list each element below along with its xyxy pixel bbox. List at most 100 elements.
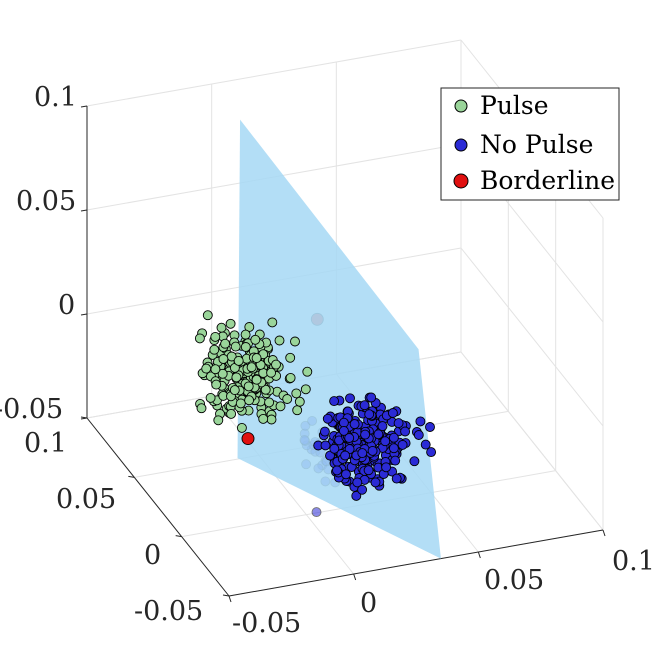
pulse-point <box>196 403 207 414</box>
no-pulse-point <box>415 416 426 427</box>
legend-label-no-pulse: No Pulse <box>480 130 593 159</box>
no-pulse-point <box>344 433 355 443</box>
pulse-point <box>243 381 254 392</box>
no-pulse-point <box>340 450 351 461</box>
no-pulse-point <box>380 436 391 447</box>
pulse-point <box>275 401 286 412</box>
pulse-point <box>282 394 293 404</box>
no-pulse-point <box>311 507 322 518</box>
pulse-point <box>236 422 247 433</box>
legend-label-borderline: Borderline <box>480 166 615 195</box>
no-pulse-point <box>345 393 355 404</box>
pulse-point <box>274 335 285 346</box>
x-axis-line <box>228 529 604 597</box>
y-tick-label: 0 <box>144 540 161 571</box>
pulse-point <box>240 329 251 340</box>
pulse-point <box>209 344 220 355</box>
grid-line <box>86 39 462 107</box>
no-pulse-point <box>390 455 401 466</box>
no-pulse-point <box>388 432 399 443</box>
no-pulse-point <box>341 469 351 480</box>
z-tick-label: 0.1 <box>34 82 77 113</box>
no-pulse-point <box>388 443 399 454</box>
no-pulse-point <box>425 422 435 432</box>
pulse-point <box>285 352 296 363</box>
pulse-point <box>250 334 261 345</box>
no-pulse-point <box>319 426 330 437</box>
x-tick-label: 0.05 <box>484 565 544 596</box>
pulse-point <box>231 372 242 383</box>
pulse-point <box>220 338 231 349</box>
pulse-point <box>246 362 257 373</box>
grid-line <box>460 247 604 427</box>
x-tick-mark <box>228 595 232 603</box>
z-tick-mark <box>80 209 88 212</box>
pulse-point <box>267 317 278 328</box>
no-pulse-point <box>373 429 384 440</box>
pulse-point <box>251 374 262 385</box>
no-pulse-point <box>338 425 349 436</box>
pulse-point <box>225 318 236 329</box>
no-pulse-point <box>320 440 331 451</box>
pulse-point <box>271 359 281 370</box>
no-pulse-point <box>360 429 371 440</box>
no-pulse-point <box>322 413 333 424</box>
pulse-point <box>235 398 246 409</box>
y-tick-label: 0.1 <box>24 428 67 459</box>
points-in-front-of-plane <box>194 310 437 501</box>
no-pulse-point <box>363 465 374 476</box>
pulse-point <box>233 355 244 366</box>
no-pulse-point <box>329 443 340 454</box>
pulse-point <box>218 354 229 364</box>
pulse-point <box>210 364 221 375</box>
y-tick-label: 0.05 <box>56 484 116 515</box>
no-pulse-point <box>409 456 420 467</box>
pulse-point <box>201 363 212 374</box>
pulse-point <box>211 379 222 390</box>
pulse-point <box>285 372 296 383</box>
grid-line <box>460 351 604 531</box>
no-pulse-point <box>352 477 363 488</box>
x-tick-mark <box>477 551 481 559</box>
no-pulse-point <box>387 408 398 418</box>
legend-marker-borderline <box>453 173 469 189</box>
pulse-point <box>266 367 277 378</box>
y-axis-line <box>86 417 230 597</box>
pulse-point <box>294 396 305 407</box>
x-tick-label: 0 <box>360 588 377 619</box>
pulse-point <box>229 385 240 396</box>
x-tick-mark <box>602 529 606 537</box>
y-tick-mark <box>80 416 88 419</box>
tick-labels: -0.05 0 0.05 0.1 -0.05 0 0.05 0.1 -0.05 … <box>0 82 655 639</box>
no-pulse-point <box>357 484 368 495</box>
x-tick-label: -0.05 <box>232 608 301 639</box>
no-pulse-point <box>359 400 370 411</box>
z-tick-label: 0 <box>58 290 75 321</box>
no-pulse-point <box>377 421 388 432</box>
pulse-point <box>217 368 228 379</box>
pulse-point <box>205 392 216 403</box>
pulse-point <box>260 384 271 395</box>
no-pulse-point <box>381 462 392 473</box>
no-pulse-point <box>329 396 340 407</box>
pulse-point <box>264 397 275 408</box>
pulse-point <box>202 310 213 321</box>
pulse-point <box>216 322 227 333</box>
grid-line <box>211 395 355 575</box>
pulse-point <box>194 333 205 344</box>
x-tick-mark <box>353 573 357 581</box>
x-tick-label: 0.1 <box>612 546 655 577</box>
y-tick-mark <box>222 594 230 597</box>
no-pulse-point <box>413 430 424 440</box>
y-tick-mark <box>175 535 182 538</box>
z-tick-mark <box>80 313 88 316</box>
legend: Pulse No Pulse Borderline <box>440 87 620 201</box>
pulse-point <box>244 395 255 406</box>
no-pulse-point <box>400 426 411 437</box>
y-tick-mark <box>128 475 135 478</box>
no-pulse-point <box>420 439 431 450</box>
pulse-point <box>291 388 302 399</box>
no-pulse-point <box>426 447 437 458</box>
pulse-point <box>230 341 241 352</box>
